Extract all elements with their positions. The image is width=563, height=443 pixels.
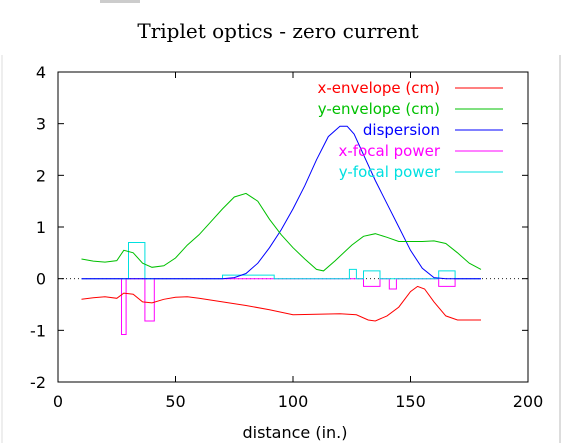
x-tick-label: 150 xyxy=(395,392,426,411)
x-tick-label: 0 xyxy=(53,392,63,411)
y-tick-label: 0 xyxy=(36,270,46,289)
chart-title: Triplet optics - zero current xyxy=(137,19,418,43)
y-tick-label: -2 xyxy=(30,373,46,392)
series-line-dispersion xyxy=(81,125,481,280)
legend-label: dispersion xyxy=(363,121,440,139)
legend-label: y-envelope (cm) xyxy=(318,100,440,118)
series-line-y-focal-power xyxy=(81,242,481,280)
legend-label: x-envelope (cm) xyxy=(317,79,440,97)
plot-border xyxy=(57,71,529,383)
x-tick-label: 50 xyxy=(165,392,185,411)
legend-label: x-focal power xyxy=(339,142,441,160)
y-tick-label: 2 xyxy=(36,166,46,185)
legend-label: y-focal power xyxy=(339,163,441,181)
series-line-x-envelope-cm- xyxy=(81,285,481,322)
x-axis-label: distance (in.) xyxy=(242,423,347,442)
y-tick-label: -1 xyxy=(30,321,46,340)
y-tick-label: 1 xyxy=(36,218,46,237)
series-line-y-envelope-cm- xyxy=(81,192,482,272)
y-tick-label: 4 xyxy=(36,63,46,82)
y-tick-label: 3 xyxy=(36,115,46,134)
plot-area: -2 -1 0 1 2 3 4 0 50 100 150 200 x-envelope (cm) y-en… xyxy=(30,63,543,411)
x-tick-label: 200 xyxy=(513,392,544,411)
x-tick-label: 100 xyxy=(278,392,309,411)
series-line-x-focal-power xyxy=(81,278,481,335)
top-left-fragment xyxy=(100,0,140,3)
